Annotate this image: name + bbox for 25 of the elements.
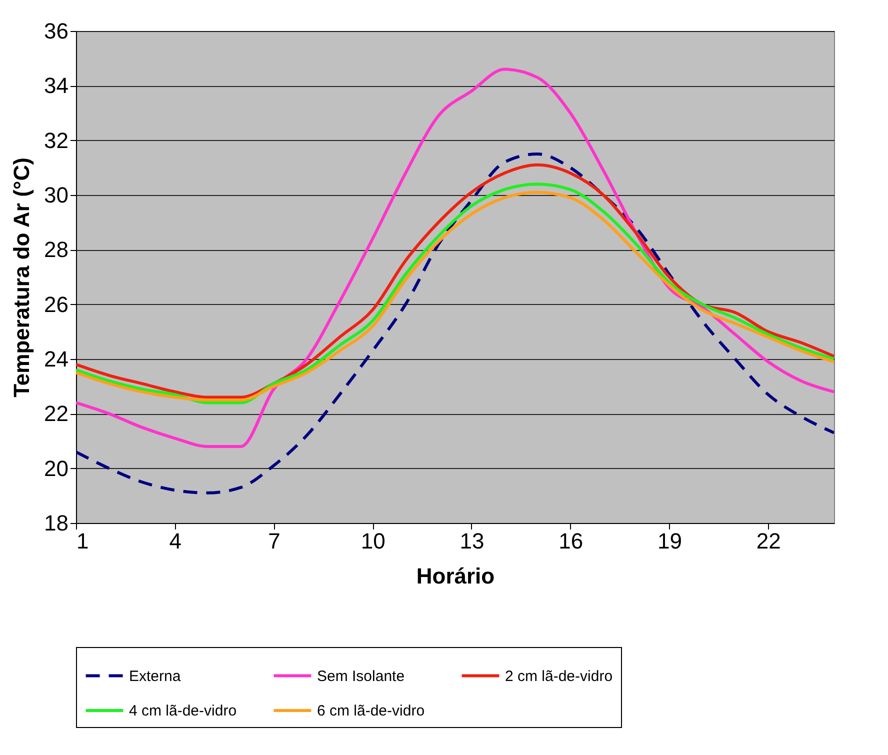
- y-tick-label: 26: [44, 292, 68, 317]
- legend-label: Sem Isolante: [317, 668, 405, 685]
- legend-label: 4 cm lã-de-vidro: [129, 702, 237, 720]
- legend-label: 6 cm lã-de-vidro: [317, 702, 425, 720]
- y-tick-label: 20: [44, 456, 68, 481]
- y-tick-label: 18: [44, 510, 68, 536]
- y-tick-label: 24: [44, 346, 68, 372]
- x-tick-label: 22: [756, 528, 781, 554]
- legend-label: Externa: [129, 668, 182, 685]
- y-tick-label: 36: [44, 18, 68, 44]
- y-axis-title: Temperatura do Ar (°C): [9, 158, 34, 398]
- y-tick-label: 34: [44, 73, 68, 98]
- x-tick-label: 10: [360, 528, 386, 554]
- x-tick-label: 1: [76, 528, 89, 554]
- y-tick-label: 28: [44, 237, 68, 262]
- x-tick-label: 16: [558, 528, 584, 554]
- y-tick-label: 22: [44, 401, 68, 426]
- x-tick-label: 19: [657, 528, 682, 554]
- y-tick-label: 30: [44, 182, 68, 208]
- legend-label: 2 cm lã-de-vidro: [505, 668, 613, 685]
- x-axis-title: Horário: [416, 564, 495, 588]
- x-tick-label: 7: [268, 528, 280, 554]
- x-tick-label: 4: [169, 528, 182, 554]
- y-tick-label: 32: [44, 128, 68, 153]
- x-tick-label: 13: [460, 528, 484, 554]
